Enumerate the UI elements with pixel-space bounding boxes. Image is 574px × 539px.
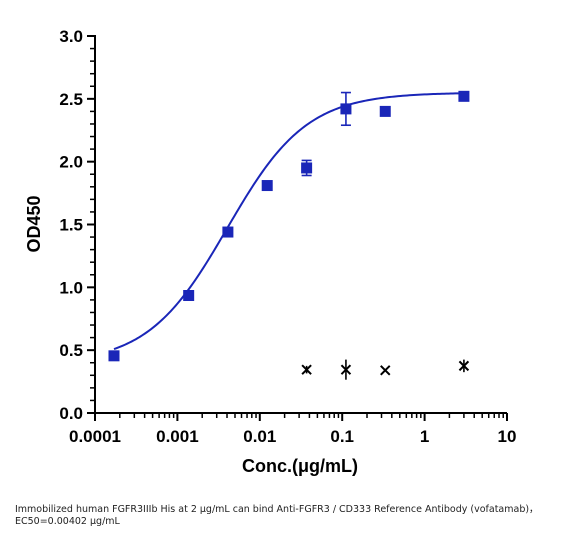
- square-marker: [222, 226, 234, 238]
- y-tick-label: 0.0: [59, 404, 83, 423]
- x-tick-label: 0.0001: [69, 427, 121, 446]
- y-tick-label: 3.0: [59, 27, 83, 46]
- y-tick-label: 2.5: [59, 90, 83, 109]
- x-marker: [458, 360, 470, 372]
- x-tick-label: 0.01: [243, 427, 276, 446]
- y-tick-label: 0.5: [59, 341, 83, 360]
- square-marker: [458, 90, 470, 102]
- square-marker: [108, 350, 120, 362]
- x-tick-label: 10: [498, 427, 517, 446]
- axes: [94, 35, 507, 414]
- x-marker: [340, 364, 352, 375]
- square-marker: [183, 290, 195, 302]
- x-marker: [380, 365, 391, 376]
- square-marker: [340, 103, 352, 115]
- y-tick-label: 1.5: [59, 216, 83, 235]
- square-marker: [301, 162, 313, 174]
- y-tick-label: 2.0: [59, 153, 83, 172]
- y-tick-label: 1.0: [59, 278, 83, 297]
- x-axis-title: Conc.(μg/mL): [242, 456, 358, 476]
- x-marker: [301, 364, 312, 375]
- data-points: [108, 90, 470, 380]
- x-tick-label: 0.001: [156, 427, 199, 446]
- x-tick-label: 1: [420, 427, 429, 446]
- y-axis-title: OD450: [24, 195, 44, 252]
- chart-caption: Immobilized human FGFR3IIIb His at 2 μg/…: [15, 504, 539, 527]
- square-marker: [379, 105, 391, 117]
- square-marker: [261, 180, 273, 192]
- x-tick-label: 0.1: [330, 427, 354, 446]
- ticks: 0.0 0.5 1.0 1.5 2.0 2.5 3.0 0.0001 0.001 0.01 0.1 1…: [59, 27, 516, 446]
- fit-curve-group: [113, 92, 464, 351]
- chart: 0.0 0.5 1.0 1.5 2.0 2.5 3.0 0.0001 0.001 0.01 0.1 1…: [24, 27, 516, 476]
- fit-curve: [113, 92, 464, 351]
